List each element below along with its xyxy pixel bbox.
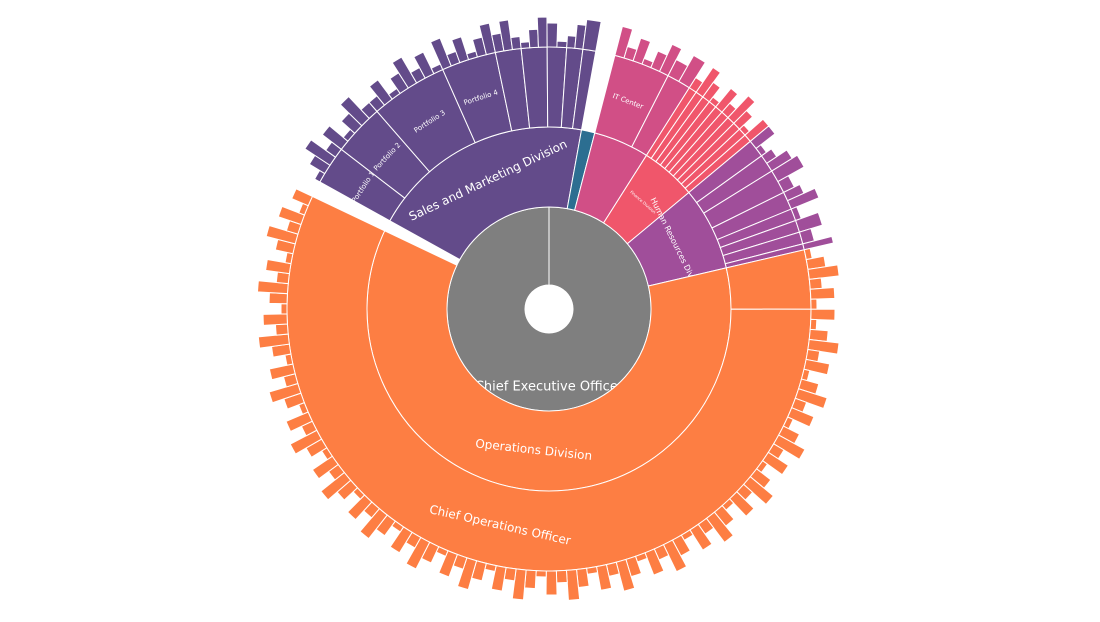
leaf-segment[interactable] [274, 323, 289, 336]
leaf-segment[interactable] [546, 22, 559, 48]
leaf-segment[interactable] [291, 188, 314, 207]
leaf-segment[interactable] [284, 353, 294, 366]
leaf-segment[interactable] [268, 292, 288, 305]
leaf-segment[interactable] [809, 286, 836, 300]
leaf-segment[interactable] [585, 566, 599, 575]
leaf-segment[interactable] [519, 41, 531, 50]
leaf-segment[interactable] [556, 40, 568, 49]
leaf-segment[interactable] [527, 28, 539, 49]
leaf-segment[interactable] [810, 298, 818, 310]
leaf-segment[interactable] [535, 570, 547, 578]
root-label: Chief Executive Officer [475, 380, 624, 395]
leaf-segment[interactable] [510, 36, 522, 51]
leaf-segment[interactable] [810, 308, 836, 321]
leaf-segment[interactable] [536, 16, 548, 48]
leaf-segment[interactable] [582, 18, 602, 52]
leaf-segment[interactable] [262, 313, 288, 326]
leaf-segment[interactable] [809, 318, 818, 331]
leaf-segment[interactable] [545, 570, 558, 596]
leaf-segment[interactable] [284, 251, 294, 265]
leaf-segment[interactable] [555, 569, 568, 584]
leaf-segment[interactable] [280, 303, 288, 315]
leaf-segment[interactable] [808, 277, 823, 290]
